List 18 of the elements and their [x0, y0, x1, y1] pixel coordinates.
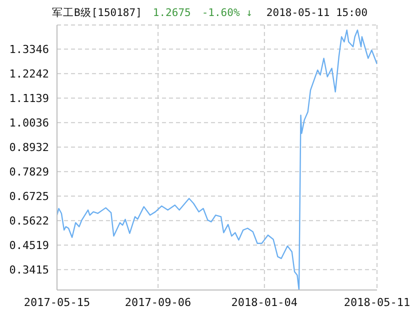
y-tick-label: 0.3415: [9, 264, 49, 277]
y-tick-label: 0.7829: [9, 166, 49, 179]
y-tick-label: 1.1139: [9, 92, 49, 106]
text: -1.60% ↓: [202, 7, 252, 19]
y-tick-label: 1.2242: [9, 68, 49, 81]
text: 1.2675: [152, 7, 191, 19]
y-tick-label: 0.5622: [9, 214, 49, 228]
y-tick-label: 1.0036: [9, 116, 49, 130]
x-tick-label: 2018-01-04: [231, 296, 298, 309]
y-tick-label: 0.6725: [9, 190, 49, 204]
y-tick-label: 0.4519: [9, 239, 49, 252]
x-tick-label: 2017-05-15: [24, 296, 90, 309]
x-tick-label: 2018-05-11: [344, 296, 410, 309]
y-tick-label: 1.3346: [9, 42, 49, 56]
text: 2018-05-11 15:00: [266, 7, 368, 19]
chart-title: 军工B级[150187]: [52, 7, 142, 19]
y-tick-label: 0.8932: [9, 141, 49, 154]
x-tick-label: 2017-09-06: [124, 296, 192, 309]
